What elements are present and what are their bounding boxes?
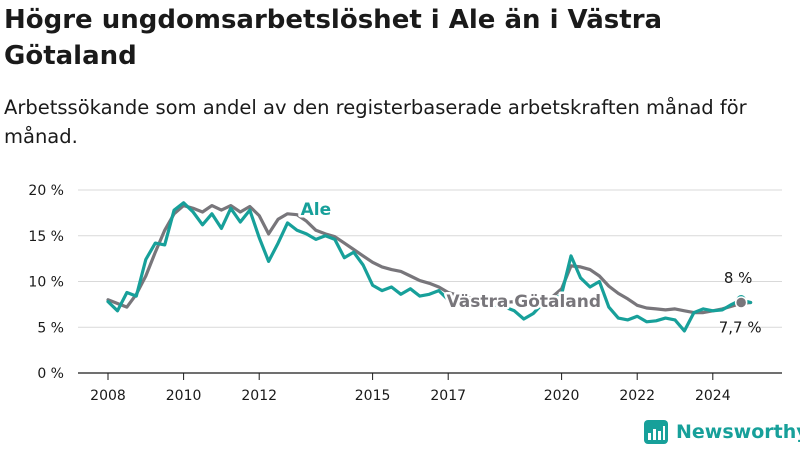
series-line-ale [106,201,753,333]
label-ale: Ale [301,200,332,220]
end-markers [734,293,748,309]
y-axis-ticks: 0 % 5 % 10 % 15 % 20 % [28,183,64,382]
end-marker-vastra-gotaland [734,296,748,309]
y-tick-label: 5 % [37,320,64,336]
x-tick-label: 2022 [619,388,655,404]
chart-title: Högre ungdomsarbetslöshet i Ale än i Väs… [4,5,663,71]
end-label-vastra-gotaland: 7,7 % [719,319,762,337]
x-tick-label: 2020 [544,388,580,404]
newsworthy-logo: Newsworthy [644,420,800,444]
series-line-v-stra-g-taland [106,204,753,315]
y-tick-label: 15 % [28,229,64,245]
y-tick-label: 10 % [28,275,64,291]
series-labels: Ale Västra Götaland 8 % 7,7 % [298,198,762,337]
newsworthy-wordmark: Newsworthy [676,421,800,443]
x-axis-ticks: 2008 2010 2012 2015 2017 2020 2022 2024 [90,373,731,404]
y-tick-label: 0 % [37,366,64,382]
x-tick-label: 2012 [241,388,277,404]
x-tick-label: 2017 [430,388,466,404]
y-tick-label: 20 % [28,183,64,199]
label-vastra-gotaland: Västra Götaland [447,292,602,312]
end-label-ale: 8 % [724,269,753,287]
x-tick-label: 2008 [90,388,126,404]
x-tick-label: 2024 [695,388,731,404]
x-tick-label: 2015 [355,388,391,404]
grid-lines [78,189,782,328]
x-tick-label: 2010 [166,388,202,404]
series-lines [106,201,753,333]
newsworthy-icon [644,420,668,444]
chart-subtitle: Arbetssökande som andel av den registerb… [4,96,747,148]
